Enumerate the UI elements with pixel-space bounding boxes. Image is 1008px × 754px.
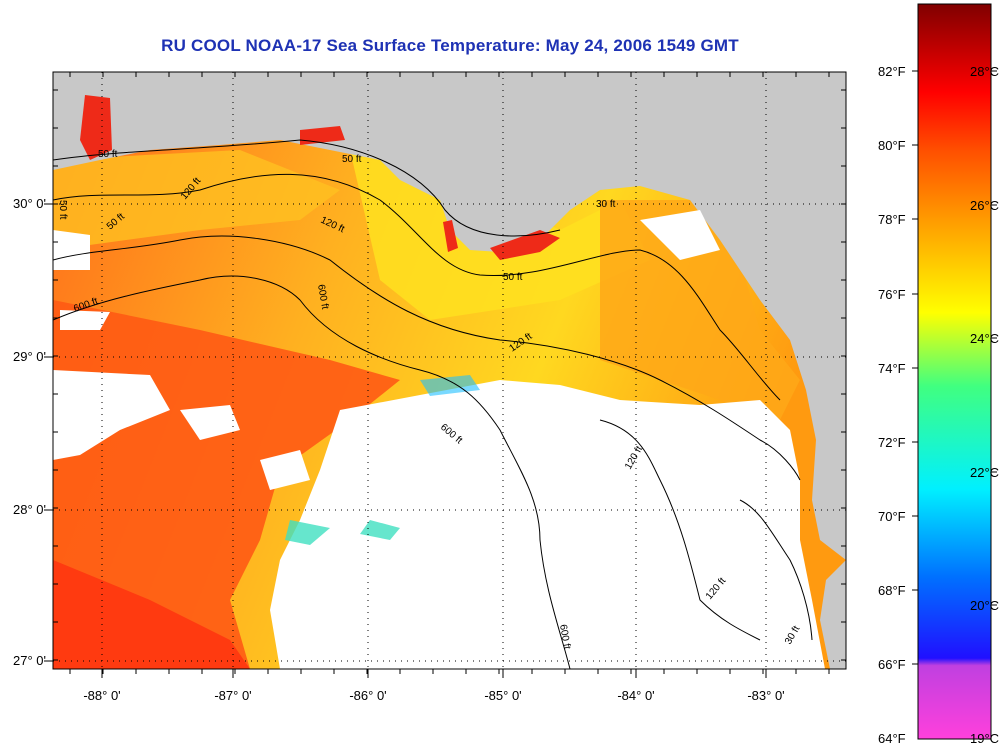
map-body (53, 72, 846, 669)
colorbar-f-label: 68°F (878, 583, 906, 598)
contour-label: 600 ft (315, 284, 330, 311)
colorbar-f-label: 74°F (878, 361, 906, 376)
colorbar-f-label: 70°F (878, 509, 906, 524)
lat-label: 30° 0' (13, 196, 46, 211)
lon-label: -87° 0' (214, 688, 251, 703)
colorbar-f-label: 72°F (878, 435, 906, 450)
cloud-mask (270, 380, 825, 669)
contour-label: 50 ft (98, 149, 118, 160)
map-frame (52, 71, 847, 670)
colorbar (917, 3, 992, 740)
colorbar-f-label: 78°F (878, 212, 906, 227)
lon-axis-labels: -88° 0' -87° 0' -86° 0' -85° 0' -84° 0' … (83, 688, 784, 703)
lat-label: 27° 0' (13, 653, 46, 668)
contour-label: 600 ft (557, 624, 572, 651)
axis-ticks (44, 72, 846, 678)
colorbar-c-label: 19°C (970, 731, 1000, 746)
colorbar-f-label: 76°F (878, 287, 906, 302)
contour-label: 30 ft (596, 199, 616, 210)
colorbar-f-label: 82°F (878, 64, 906, 79)
colorbar-c-label: 20°C (970, 598, 1000, 613)
colorbar-f-label: 64°F (878, 731, 906, 746)
lon-label: -88° 0' (83, 688, 120, 703)
colorbar-ticks (912, 70, 997, 665)
contour-label: 50 ft (342, 154, 362, 165)
lat-label: 28° 0' (13, 502, 46, 517)
colorbar-c-label: 22°C (970, 465, 1000, 480)
colorbar-c-label: 28°C (970, 64, 1000, 79)
contour-label: 50 ft (503, 272, 523, 283)
lat-axis-labels: 30° 0' 29° 0' 28° 0' 27° 0' (13, 196, 46, 668)
lon-label: -83° 0' (747, 688, 784, 703)
lat-label: 29° 0' (13, 349, 46, 364)
map-title: RU COOL NOAA-17 Sea Surface Temperature:… (161, 36, 739, 55)
colorbar-c-label: 24°C (970, 331, 1000, 346)
lon-label: -86° 0' (349, 688, 386, 703)
land-south (820, 560, 846, 669)
lon-label: -85° 0' (484, 688, 521, 703)
colorbar-f-label: 80°F (878, 138, 906, 153)
colorbar-c-label: 26°C (970, 198, 1000, 213)
graticule (53, 72, 846, 669)
land-north (53, 72, 846, 560)
colorbar-f-label: 66°F (878, 657, 906, 672)
contour-label: 50 ft (57, 200, 68, 220)
depth-contours (53, 139, 813, 669)
lon-label: -84° 0' (617, 688, 654, 703)
